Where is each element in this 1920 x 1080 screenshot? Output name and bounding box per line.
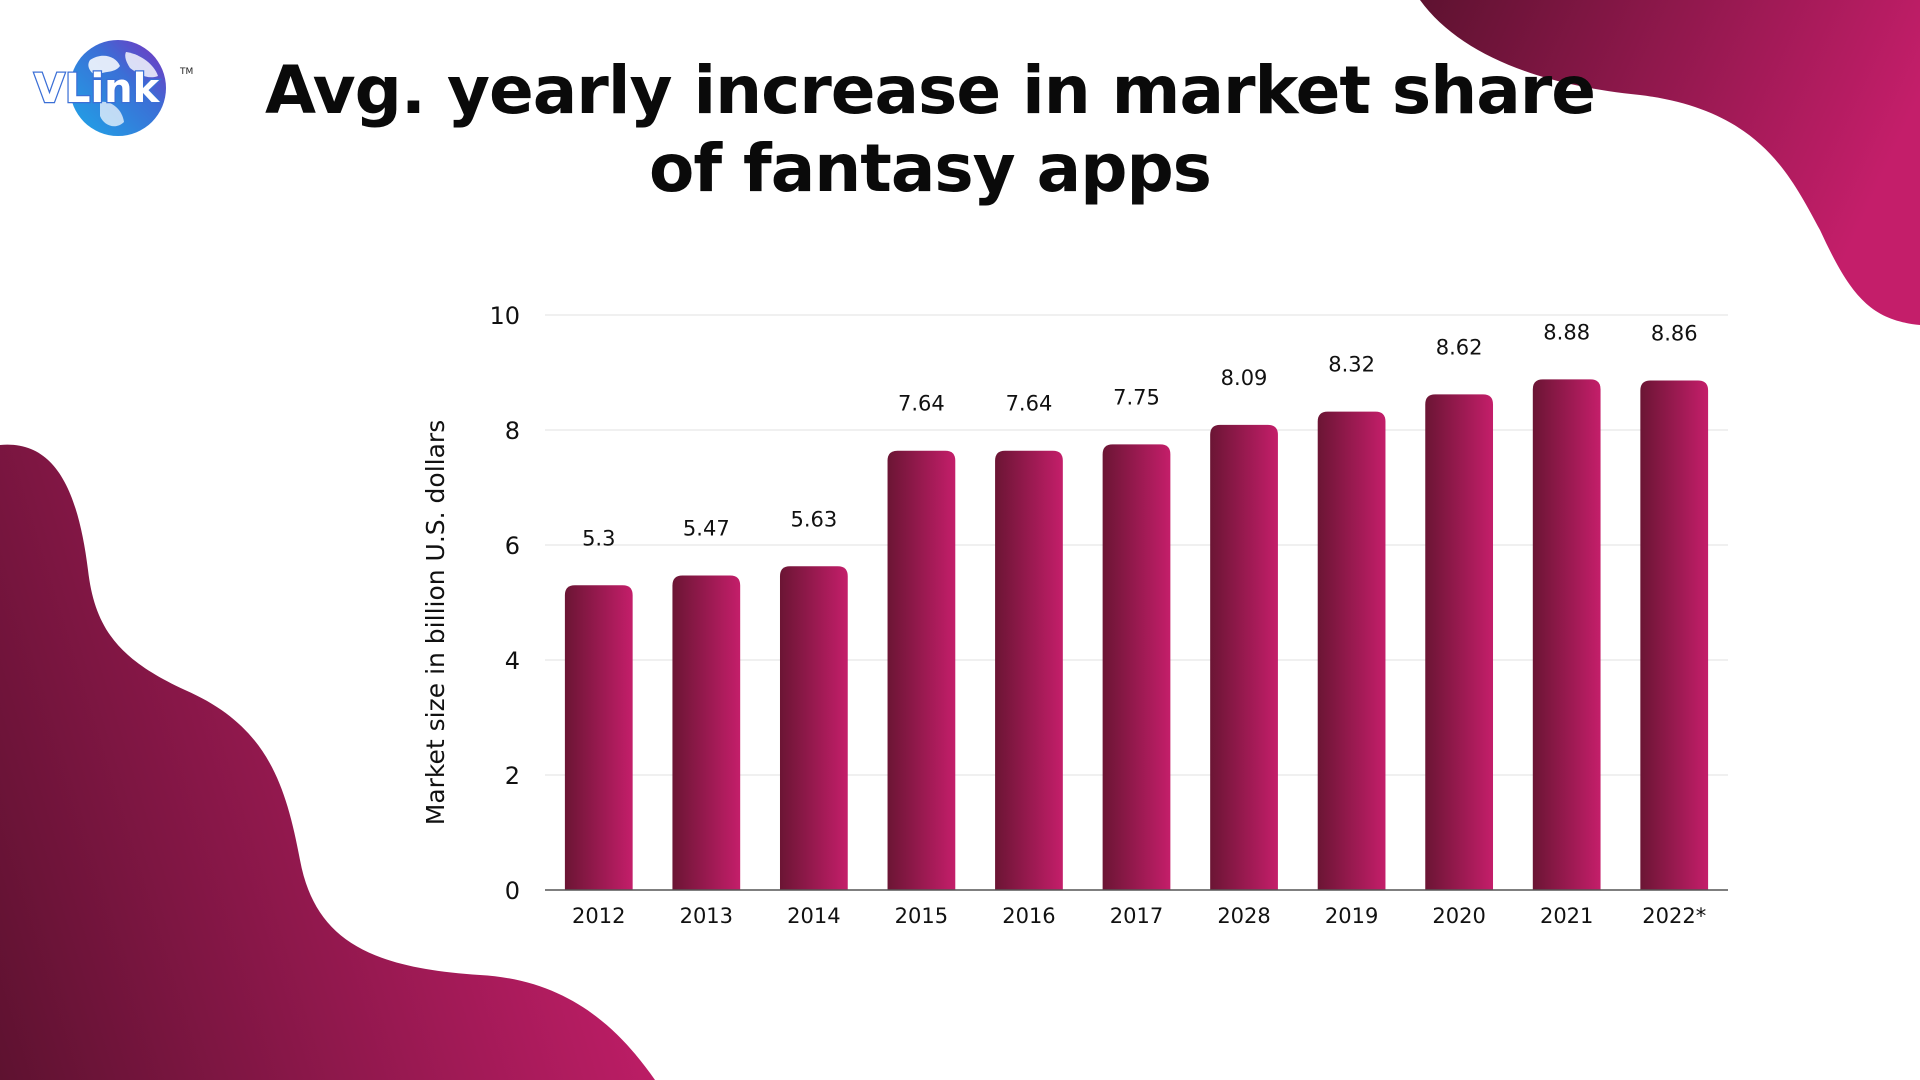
data-labels: 5.3 5.47 5.63 7.64 7.64 7.75 8.09 8.32 8.62 8.88 8… bbox=[582, 320, 1698, 550]
title-line-1: Avg. yearly increase in market share bbox=[264, 52, 1596, 129]
trademark-mark: TM bbox=[179, 67, 193, 77]
data-label: 5.3 bbox=[582, 526, 615, 550]
data-label: 5.47 bbox=[683, 516, 730, 540]
bar-2017 bbox=[1102, 444, 1171, 890]
vlink-logo: VLink TM bbox=[33, 40, 193, 136]
x-tick-label: 2013 bbox=[680, 904, 733, 928]
data-label: 7.75 bbox=[1113, 385, 1160, 409]
bars bbox=[564, 379, 1709, 890]
data-label: 5.63 bbox=[790, 507, 837, 531]
bar-2014 bbox=[779, 566, 848, 890]
globe-icon bbox=[70, 40, 166, 136]
data-label: 8.32 bbox=[1328, 353, 1375, 377]
x-axis-ticks: 2012 2013 2014 2015 2016 2017 2028 2019 2020 2021… bbox=[572, 904, 1706, 928]
x-tick-label: 2017 bbox=[1110, 904, 1163, 928]
y-axis-title: Market size in billion U.S. dollars bbox=[421, 420, 450, 825]
x-tick-label: 2012 bbox=[572, 904, 625, 928]
bar-2021 bbox=[1532, 379, 1601, 890]
y-axis-ticks: 0 2 4 6 8 10 bbox=[489, 302, 520, 905]
bar-2019 bbox=[1317, 411, 1386, 890]
y-tick-label: 4 bbox=[505, 647, 520, 675]
top-right-blob bbox=[1420, 0, 1920, 325]
bottom-left-blob bbox=[0, 444, 655, 1080]
bar-2028 bbox=[1210, 424, 1278, 890]
data-label: 7.64 bbox=[1006, 392, 1053, 416]
data-label: 8.88 bbox=[1543, 320, 1590, 344]
bar-2020 bbox=[1425, 394, 1494, 890]
data-label: 8.09 bbox=[1221, 366, 1268, 390]
data-label: 7.64 bbox=[898, 392, 945, 416]
x-tick-label: 2022* bbox=[1642, 904, 1706, 928]
page-title: Avg. yearly increase in market share of … bbox=[240, 52, 1620, 208]
bar-2012 bbox=[564, 585, 633, 890]
y-tick-label: 0 bbox=[505, 877, 520, 905]
bar-2022 bbox=[1640, 380, 1709, 890]
x-tick-label: 2021 bbox=[1540, 904, 1593, 928]
x-tick-label: 2020 bbox=[1432, 904, 1485, 928]
x-tick-label: 2014 bbox=[787, 904, 840, 928]
bar-2016 bbox=[995, 450, 1063, 890]
y-tick-label: 8 bbox=[505, 417, 520, 445]
bar-2013 bbox=[672, 575, 741, 890]
y-tick-label: 6 bbox=[505, 532, 520, 560]
y-tick-label: 2 bbox=[505, 762, 520, 790]
logo-wordmark: VLink bbox=[34, 66, 161, 112]
x-tick-label: 2015 bbox=[895, 904, 948, 928]
x-tick-label: 2028 bbox=[1217, 904, 1270, 928]
data-label: 8.62 bbox=[1436, 335, 1483, 359]
bar-2015 bbox=[887, 450, 956, 890]
data-label: 8.86 bbox=[1651, 322, 1698, 346]
x-tick-label: 2019 bbox=[1325, 904, 1378, 928]
title-line-2: of fantasy apps bbox=[649, 130, 1212, 207]
x-tick-label: 2016 bbox=[1002, 904, 1055, 928]
y-tick-label: 10 bbox=[489, 302, 520, 330]
